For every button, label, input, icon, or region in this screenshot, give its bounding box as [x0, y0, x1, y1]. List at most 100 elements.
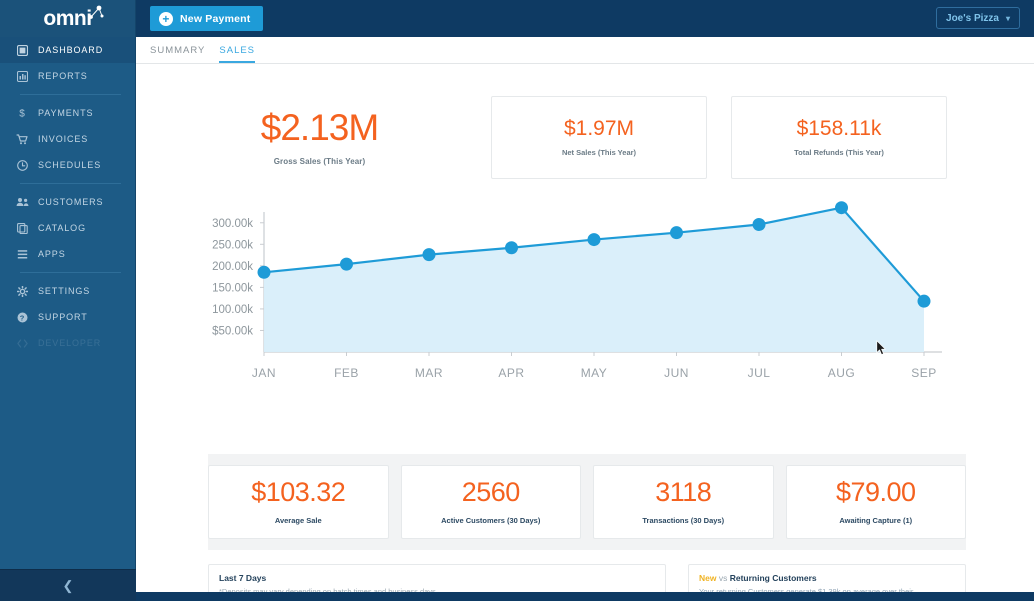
sidebar-item-settings[interactable]: SETTINGS: [0, 278, 135, 304]
kpi-value: 2560: [461, 477, 521, 507]
svg-text:300.00k: 300.00k: [212, 218, 253, 230]
sidebar-item-apps[interactable]: APPS: [0, 241, 135, 267]
kpi-top-row: $2.13M Gross Sales (This Year) $1.97M Ne…: [136, 64, 1034, 184]
tab-sales[interactable]: SALES: [219, 45, 256, 63]
kpi-active-customers: 2560 Active Customers (30 Days): [400, 465, 581, 539]
kpi-value: $2.13M: [260, 107, 379, 148]
sidebar: omni DASHBOARD: [0, 0, 136, 601]
account-menu-button[interactable]: Joe's Pizza ▾: [936, 7, 1020, 29]
chart-canvas[interactable]: $50.00k 100.00k 150.00k 200.00k 250.00k 300.0…: [136, 198, 1034, 390]
panel-title-vs: vs: [718, 573, 728, 583]
kpi-value: $158.11k: [796, 117, 882, 140]
kpi-caption: Awaiting Capture (1): [839, 516, 913, 525]
kpi-average-sale: $103.32 Average Sale: [208, 465, 389, 539]
new-payment-label: New Payment: [180, 12, 251, 25]
svg-text:MAY: MAY: [581, 366, 608, 380]
dashboard-icon: [14, 43, 30, 57]
tab-summary[interactable]: SUMMARY: [150, 45, 206, 56]
reports-icon: [14, 69, 30, 83]
sidebar-item-invoices[interactable]: INVOICES: [0, 126, 135, 152]
bottom-accent-strip: [136, 592, 1034, 601]
code-icon: [14, 336, 30, 350]
clock-icon: [14, 158, 30, 172]
sidebar-item-schedules[interactable]: SCHEDULES: [0, 152, 135, 178]
people-icon: [14, 195, 30, 209]
sidebar-item-label: SETTINGS: [38, 286, 91, 296]
sidebar-item-label: REPORTS: [38, 71, 88, 81]
sidebar-item-label: APPS: [38, 249, 66, 259]
kpi-value: $79.00: [835, 477, 916, 507]
svg-text:MAR: MAR: [415, 366, 443, 380]
sidebar-item-customers[interactable]: CUSTOMERS: [0, 189, 135, 215]
new-payment-button[interactable]: + New Payment: [150, 6, 264, 31]
chevron-down-icon: ▾: [1005, 13, 1010, 23]
dashboard-content: $2.13M Gross Sales (This Year) $1.97M Ne…: [136, 64, 1034, 601]
sidebar-divider-2: [20, 183, 121, 184]
panel-title: Last 7 Days: [219, 573, 267, 583]
kpi-awaiting-capture: $79.00 Awaiting Capture (1): [785, 465, 966, 539]
cart-icon: [14, 132, 30, 146]
kpi-value: $103.32: [251, 477, 346, 507]
sidebar-item-dashboard[interactable]: DASHBOARD: [0, 37, 135, 63]
account-name: Joe's Pizza: [946, 12, 999, 24]
sidebar-item-label: CATALOG: [38, 223, 86, 233]
svg-text:JAN: JAN: [252, 366, 276, 380]
kpi-caption: Average Sale: [274, 516, 322, 525]
kpi-value: $1.97M: [563, 117, 635, 140]
kpi-caption: Total Refunds (This Year): [794, 148, 884, 157]
svg-text:100.00k: 100.00k: [212, 304, 253, 316]
kpi-transactions: 3118 Transactions (30 Days): [593, 465, 774, 539]
kpi-caption: Net Sales (This Year): [561, 148, 637, 157]
svg-text:FEB: FEB: [334, 366, 359, 380]
catalog-icon: [14, 221, 30, 235]
kpi-gross-sales: $2.13M Gross Sales (This Year): [136, 109, 491, 166]
sidebar-item-label: SUPPORT: [38, 312, 88, 322]
sidebar-item-label: DASHBOARD: [38, 45, 104, 55]
main-area: + New Payment Joe's Pizza ▾ SUMMARY SALE…: [136, 0, 1034, 601]
sidebar-divider-3: [20, 272, 121, 273]
svg-text:200.00k: 200.00k: [212, 261, 253, 273]
sales-area-chart: $50.00k 100.00k 150.00k 200.00k 250.00k 300.0…: [136, 198, 1034, 390]
sidebar-item-developer[interactable]: DEVELOPER: [0, 330, 135, 356]
sidebar-item-label: CUSTOMERS: [38, 197, 104, 207]
sidebar-item-catalog[interactable]: CATALOG: [0, 215, 135, 241]
sidebar-item-reports[interactable]: REPORTS: [0, 63, 135, 89]
svg-text:SEP: SEP: [911, 366, 937, 380]
svg-text:JUN: JUN: [664, 366, 689, 380]
omni-molecule-icon: [85, 5, 105, 21]
sidebar-divider-1: [20, 94, 121, 95]
kpi-caption: Transactions (30 Days): [642, 516, 725, 525]
panel-subtitle: *Deposits may vary depending on batch ti…: [219, 587, 655, 597]
brand-name: omni: [43, 7, 92, 30]
sidebar-item-payments[interactable]: $ PAYMENTS: [0, 100, 135, 126]
kpi-value: 3118: [655, 477, 712, 507]
panel-title-returning: Returning Customers: [729, 573, 817, 583]
dollar-icon: $: [14, 106, 30, 120]
svg-text:?: ?: [19, 313, 24, 322]
tab-bar: SUMMARY SALES: [136, 37, 1034, 64]
sidebar-nav: DASHBOARD REPORTS $ PAYMENTS INVOICES: [0, 37, 135, 356]
svg-text:$: $: [19, 109, 25, 119]
svg-text:$50.00k: $50.00k: [212, 325, 253, 337]
kpi-bottom-row: $103.32 Average Sale 2560 Active Custome…: [208, 454, 966, 550]
svg-text:AUG: AUG: [828, 366, 856, 380]
sidebar-item-label: INVOICES: [38, 134, 89, 144]
question-circle-icon: ?: [14, 310, 30, 324]
kpi-caption: Gross Sales (This Year): [273, 157, 366, 166]
panel-title-new: New: [699, 573, 717, 583]
topbar: + New Payment Joe's Pizza ▾: [136, 0, 1034, 37]
svg-text:150.00k: 150.00k: [212, 282, 253, 294]
brand-logo[interactable]: omni: [0, 0, 135, 37]
kpi-total-refunds: $158.11k Total Refunds (This Year): [731, 96, 947, 179]
plus-circle-icon: +: [159, 11, 173, 26]
gear-icon: [14, 284, 30, 298]
sidebar-item-support[interactable]: ? SUPPORT: [0, 304, 135, 330]
sidebar-collapse-button[interactable]: ❮: [0, 569, 136, 601]
panel-subtitle: Your returning Customers generate $1.39k…: [699, 587, 955, 597]
svg-text:APR: APR: [498, 366, 524, 380]
sidebar-item-label: SCHEDULES: [38, 160, 102, 170]
svg-text:250.00k: 250.00k: [212, 239, 253, 251]
sidebar-item-label: DEVELOPER: [38, 338, 102, 348]
panel-title: New vs Returning Customers: [699, 573, 955, 583]
